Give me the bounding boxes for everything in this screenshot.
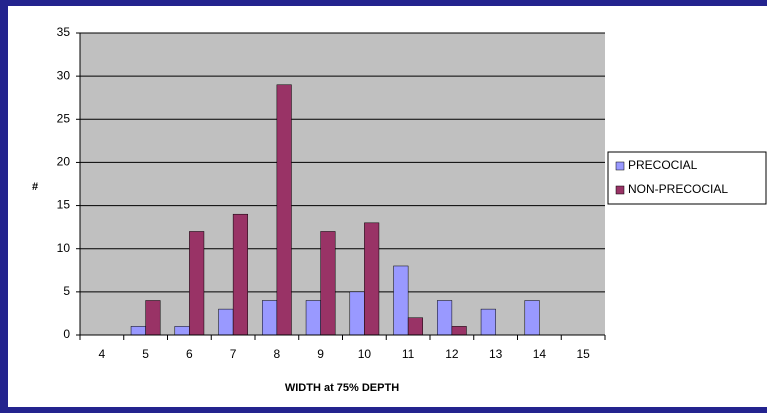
bar	[305, 300, 321, 336]
x-tick-label: 15	[576, 347, 590, 361]
bar	[232, 213, 248, 336]
x-tick-label: 5	[142, 347, 149, 361]
y-tick-label: 5	[63, 284, 70, 298]
bar	[130, 326, 146, 336]
y-tick-label: 0	[63, 327, 70, 341]
bar	[262, 300, 278, 336]
x-tick-label: 13	[489, 347, 503, 361]
x-tick-label: 8	[274, 347, 281, 361]
x-tick-label: 9	[317, 347, 324, 361]
y-tick-label: 15	[57, 198, 71, 212]
legend-swatch	[615, 161, 625, 171]
y-tick-label: 30	[57, 68, 71, 82]
x-tick-label: 14	[533, 347, 547, 361]
bar	[364, 222, 380, 336]
legend-label: NON-PRECOCIAL	[628, 182, 728, 196]
x-tick-label: 6	[186, 347, 193, 361]
x-tick-label: 10	[358, 347, 372, 361]
bar	[407, 317, 423, 336]
x-tick-label: 4	[99, 347, 106, 361]
y-tick-label: 25	[57, 111, 71, 125]
bar	[218, 308, 234, 336]
x-tick-label: 7	[230, 347, 237, 361]
bar	[480, 308, 496, 336]
legend-box	[607, 151, 767, 205]
bar	[174, 326, 190, 336]
y-axis-title: #	[32, 181, 38, 193]
bar	[145, 300, 161, 336]
bar	[320, 231, 336, 336]
y-tick-label: 20	[57, 155, 71, 169]
x-tick-label: 11	[402, 347, 415, 361]
legend-label: PRECOCIAL	[628, 158, 698, 172]
x-tick-label: 12	[445, 347, 459, 361]
bar	[189, 231, 205, 336]
bar	[437, 300, 453, 336]
y-tick-label: 10	[57, 241, 71, 255]
bar	[524, 300, 540, 336]
legend-swatch	[615, 185, 625, 195]
bar	[349, 291, 365, 336]
y-tick-label: 35	[57, 25, 71, 39]
bar	[451, 326, 467, 336]
plot-area	[80, 33, 605, 335]
x-axis-title: WIDTH at 75% DEPTH	[285, 382, 399, 394]
bar	[393, 265, 409, 336]
bar	[276, 84, 292, 336]
